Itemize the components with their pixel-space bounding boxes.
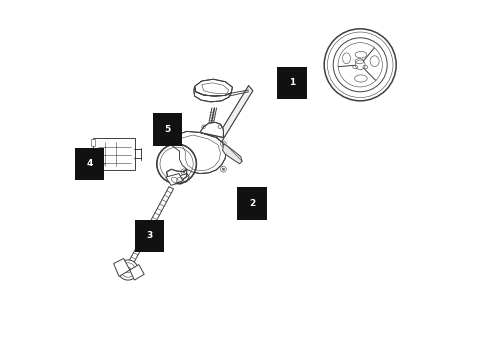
Polygon shape	[195, 79, 232, 96]
Text: 2: 2	[249, 199, 255, 208]
Circle shape	[157, 144, 196, 184]
FancyBboxPatch shape	[91, 162, 95, 169]
Circle shape	[175, 136, 177, 139]
Circle shape	[222, 168, 224, 170]
Polygon shape	[200, 122, 223, 138]
FancyBboxPatch shape	[91, 139, 95, 146]
Text: 3: 3	[147, 231, 153, 240]
FancyBboxPatch shape	[94, 138, 135, 170]
Text: 5: 5	[165, 125, 171, 134]
Polygon shape	[167, 169, 187, 182]
Polygon shape	[130, 265, 144, 280]
Text: 4: 4	[86, 159, 93, 168]
Polygon shape	[222, 144, 242, 164]
Polygon shape	[114, 258, 130, 276]
Circle shape	[222, 143, 224, 145]
Circle shape	[183, 171, 185, 173]
Polygon shape	[217, 86, 253, 143]
Polygon shape	[194, 86, 231, 102]
Text: 1: 1	[289, 78, 295, 87]
Circle shape	[118, 260, 138, 280]
Polygon shape	[166, 174, 183, 185]
Polygon shape	[172, 131, 226, 174]
